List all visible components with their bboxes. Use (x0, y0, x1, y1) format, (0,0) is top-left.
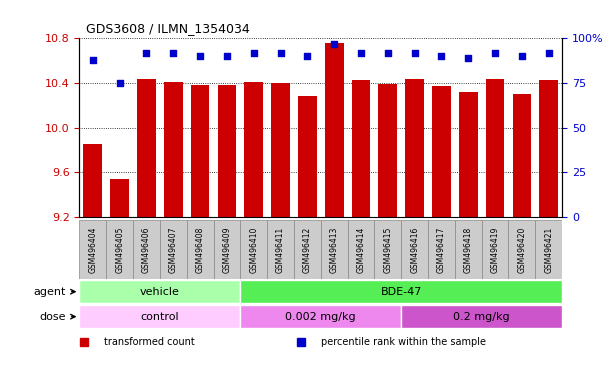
Point (490, 50, 500, 56)
Text: GSM496406: GSM496406 (142, 226, 151, 273)
Bar (79, 280, 240, 303)
Text: percentile rank within the sample: percentile rank within the sample (321, 337, 486, 347)
Point (222, 53, 232, 59)
Bar (325, 43, 343, 217)
Text: GSM496405: GSM496405 (115, 226, 124, 273)
Text: GSM496413: GSM496413 (330, 226, 338, 273)
Bar (271, 83, 290, 217)
Bar (79, 220, 106, 279)
Bar (244, 82, 263, 217)
Bar (267, 220, 294, 279)
Point (169, 50, 178, 56)
Point (436, 53, 446, 59)
Point (383, 50, 393, 56)
Bar (321, 220, 348, 279)
Bar (79, 305, 240, 328)
Point (302, 53, 312, 59)
Text: GSM496414: GSM496414 (356, 226, 365, 273)
Bar (513, 94, 532, 217)
Point (410, 50, 420, 56)
Bar (375, 220, 401, 279)
Bar (187, 220, 213, 279)
Bar (508, 220, 535, 279)
Text: 0.002 mg/kg: 0.002 mg/kg (285, 312, 356, 322)
Bar (351, 79, 370, 217)
Bar (160, 220, 187, 279)
Bar (432, 86, 451, 217)
Point (356, 50, 366, 56)
Bar (240, 280, 562, 303)
Bar (378, 84, 397, 217)
Text: GSM496411: GSM496411 (276, 227, 285, 273)
Text: GSM496417: GSM496417 (437, 226, 446, 273)
Text: GSM496416: GSM496416 (410, 226, 419, 273)
Text: dose: dose (40, 312, 75, 322)
Bar (455, 220, 481, 279)
Text: GSM496418: GSM496418 (464, 227, 473, 273)
Point (329, 41, 339, 47)
Bar (459, 92, 478, 217)
Text: GSM496410: GSM496410 (249, 226, 258, 273)
Text: GSM496408: GSM496408 (196, 226, 205, 273)
Point (517, 53, 527, 59)
Bar (133, 220, 160, 279)
Point (196, 53, 205, 59)
Bar (213, 220, 240, 279)
Text: BDE-47: BDE-47 (381, 287, 422, 297)
Bar (164, 82, 183, 217)
Point (249, 50, 258, 56)
Bar (137, 79, 156, 217)
Point (88, 57, 98, 63)
Bar (486, 79, 505, 217)
Text: vehicle: vehicle (140, 287, 180, 297)
Text: GSM496419: GSM496419 (491, 226, 500, 273)
Text: GSM496421: GSM496421 (544, 227, 553, 273)
Text: GDS3608 / ILMN_1354034: GDS3608 / ILMN_1354034 (86, 22, 249, 35)
Text: 0.2 mg/kg: 0.2 mg/kg (453, 312, 510, 322)
Text: transformed count: transformed count (104, 337, 194, 347)
Text: GSM496415: GSM496415 (383, 226, 392, 273)
Bar (294, 220, 321, 279)
Text: GSM496404: GSM496404 (89, 226, 97, 273)
Bar (240, 220, 267, 279)
Bar (535, 220, 562, 279)
Bar (191, 85, 210, 217)
Bar (481, 220, 508, 279)
Text: GSM496407: GSM496407 (169, 226, 178, 273)
Point (544, 50, 554, 56)
Bar (298, 96, 316, 217)
Point (463, 55, 473, 61)
Point (276, 50, 285, 56)
Bar (401, 220, 428, 279)
Bar (240, 305, 401, 328)
Bar (106, 220, 133, 279)
Bar (348, 220, 375, 279)
Bar (84, 144, 102, 217)
Text: GSM496412: GSM496412 (303, 227, 312, 273)
Bar (540, 79, 558, 217)
Text: agent: agent (34, 287, 75, 297)
Text: control: control (141, 312, 179, 322)
Bar (110, 179, 129, 217)
Bar (428, 220, 455, 279)
Point (115, 80, 125, 86)
Text: GSM496409: GSM496409 (222, 226, 232, 273)
Text: GSM496420: GSM496420 (518, 226, 527, 273)
Bar (401, 305, 562, 328)
Bar (218, 85, 236, 217)
Point (142, 50, 152, 56)
Bar (405, 79, 424, 217)
